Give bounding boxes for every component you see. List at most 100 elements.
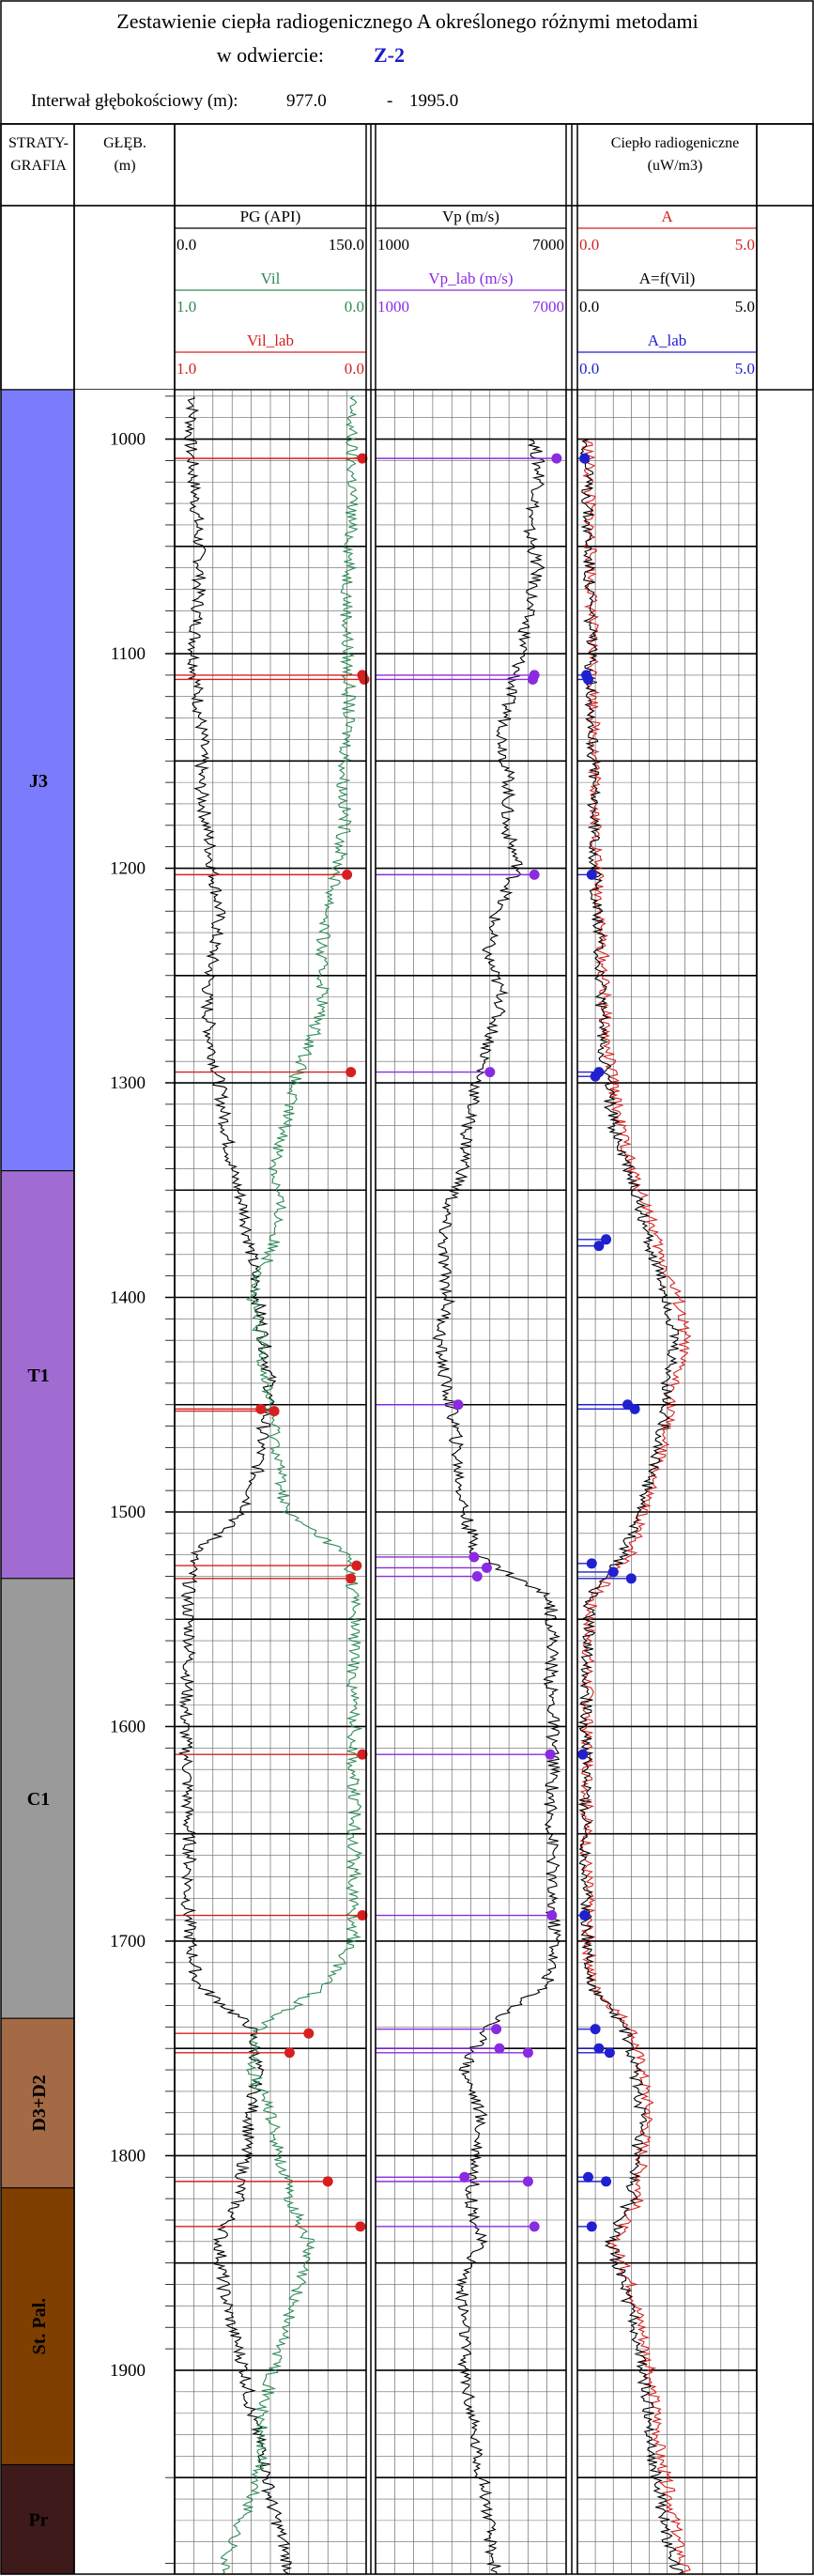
curve-max-0-2: 0.0 [345,360,364,378]
lab-point [303,2028,315,2039]
lab-point [357,1910,368,1921]
depth-tick-label: 1900 [110,2361,146,2381]
track-grid-3 [576,389,758,2575]
interval-bottom: 1995.0 [409,91,458,111]
curve-max-2-0: 5.0 [735,236,755,254]
lab-point [625,1573,637,1584]
depth-column: 1000 1100 1200 1300 1400 1500 1600 1700 1800 1900 [74,390,175,2574]
interval-label: Interwał głębokościowy (m): [31,91,238,111]
lab-point [459,2171,470,2183]
curve-min-0-2: 1.0 [177,360,196,378]
lab-point [322,2176,333,2187]
column-headers: STRATY- GRAFIA GŁĘB. (m) Ciepło radiogen… [0,123,814,207]
curve-name-2-2: A_lab [648,332,687,349]
strat-label-5: Pr [28,2510,48,2531]
heat-header-line2: (uW/m3) [648,158,703,174]
lab-point [590,2024,601,2035]
depth-tick-label: 1300 [110,1073,146,1093]
page-title: Zestawienie ciepła radiogenicznego A okr… [116,9,698,33]
depth-tick-label: 1700 [110,1932,146,1951]
curve-min-2-0: 0.0 [579,236,599,254]
lab-point [582,2171,593,2183]
lab-point [255,1403,267,1414]
depth-tick-label: 1600 [110,1717,146,1736]
lab-point [527,673,538,685]
curve-vil [220,395,363,2575]
well-label: w odwiercie: [217,43,324,67]
lab-point [546,1910,558,1921]
interval-separator: - [387,91,392,111]
lab-point [351,1560,362,1571]
lab-point [284,2047,295,2059]
lab-point [346,1573,357,1584]
lab-point [342,869,353,880]
lab-point [577,1749,589,1760]
outer-frame [0,123,814,2575]
stratigraphy-column: J3 T1 C1 D3+D2 St. Pal. Pr [0,389,75,2575]
lab-point [494,2043,505,2054]
lab-point [529,869,540,880]
curve-max-0-1: 0.0 [345,298,364,316]
lab-point [359,673,370,685]
track-grid-2 [375,389,567,2575]
depth-bg [74,390,175,2574]
lab-point [346,1067,357,1078]
strat-unit-2 [0,1578,75,2019]
interval-top: 977.0 [286,91,327,111]
lab-point [601,2176,612,2187]
track-grid-1 [174,389,367,2575]
curve-max-1-0: 7000 [532,236,564,254]
lab-point [593,1241,605,1252]
strat-label-1: T1 [27,1365,49,1386]
depth-header-line2: (m) [114,158,135,174]
curve-a-f-vil- [577,439,683,2575]
lab-point [601,1234,612,1245]
strat-unit-3 [0,2017,75,2189]
log-tracks [174,389,758,2575]
header-block: Zestawienie ciepła radiogenicznego A okr… [0,0,814,125]
curve-name-0-1: Vil [261,270,281,287]
lab-point [468,1551,480,1563]
strat-header-line1: STRATY- [8,135,69,151]
strat-header-line2: GRAFIA [10,158,67,174]
lab-point [545,1749,556,1760]
depth-tick-label: 1400 [110,1288,146,1308]
lab-point [593,2043,605,2054]
strat-unit-4 [0,2187,75,2465]
curve-max-2-1: 5.0 [735,298,755,316]
lab-point [604,2047,615,2059]
curve-name-2-1: A=f(Vil) [639,270,696,287]
depth-tick-label: 1800 [110,2146,146,2166]
curve-min-2-1: 0.0 [579,298,599,316]
lab-point [357,1749,368,1760]
curve-a [578,439,692,2575]
curve-max-2-2: 5.0 [735,360,755,378]
strat-label-4: St. Pal. [29,2298,50,2355]
curve-min-1-1: 1000 [377,298,409,316]
depth-tick-label: 1500 [110,1503,146,1522]
lab-point [582,673,593,685]
lab-point [551,453,562,464]
header-frame [0,0,814,125]
heat-header-line1: Ciepło radiogeniczne [611,135,739,151]
lab-point [491,2024,502,2035]
curve-name-1-1: Vp_lab (m/s) [428,270,513,287]
curve-headers: PG (API) 0.0 150.0 Vil 1.0 0.0 Vil_lab 1.0 0.0 Vp… [0,205,814,391]
lab-point [453,1399,464,1411]
lab-point [269,1406,280,1417]
curve-max-0-0: 150.0 [329,236,364,254]
lab-point [586,2221,597,2232]
column-header-frame [0,123,814,207]
curve-pg-api- [178,395,293,2575]
well-name: Z-2 [374,43,405,67]
lab-point [607,1566,619,1578]
curve-vp-m-s- [432,439,562,2575]
curve-name-0-0: PG (API) [240,208,301,225]
strat-label-0: J3 [29,771,48,792]
lab-point [522,2047,533,2059]
strat-label-3: D3+D2 [29,2075,50,2131]
lab-point [590,1071,601,1082]
curve-min-0-0: 0.0 [177,236,196,254]
lab-point [484,1067,496,1078]
